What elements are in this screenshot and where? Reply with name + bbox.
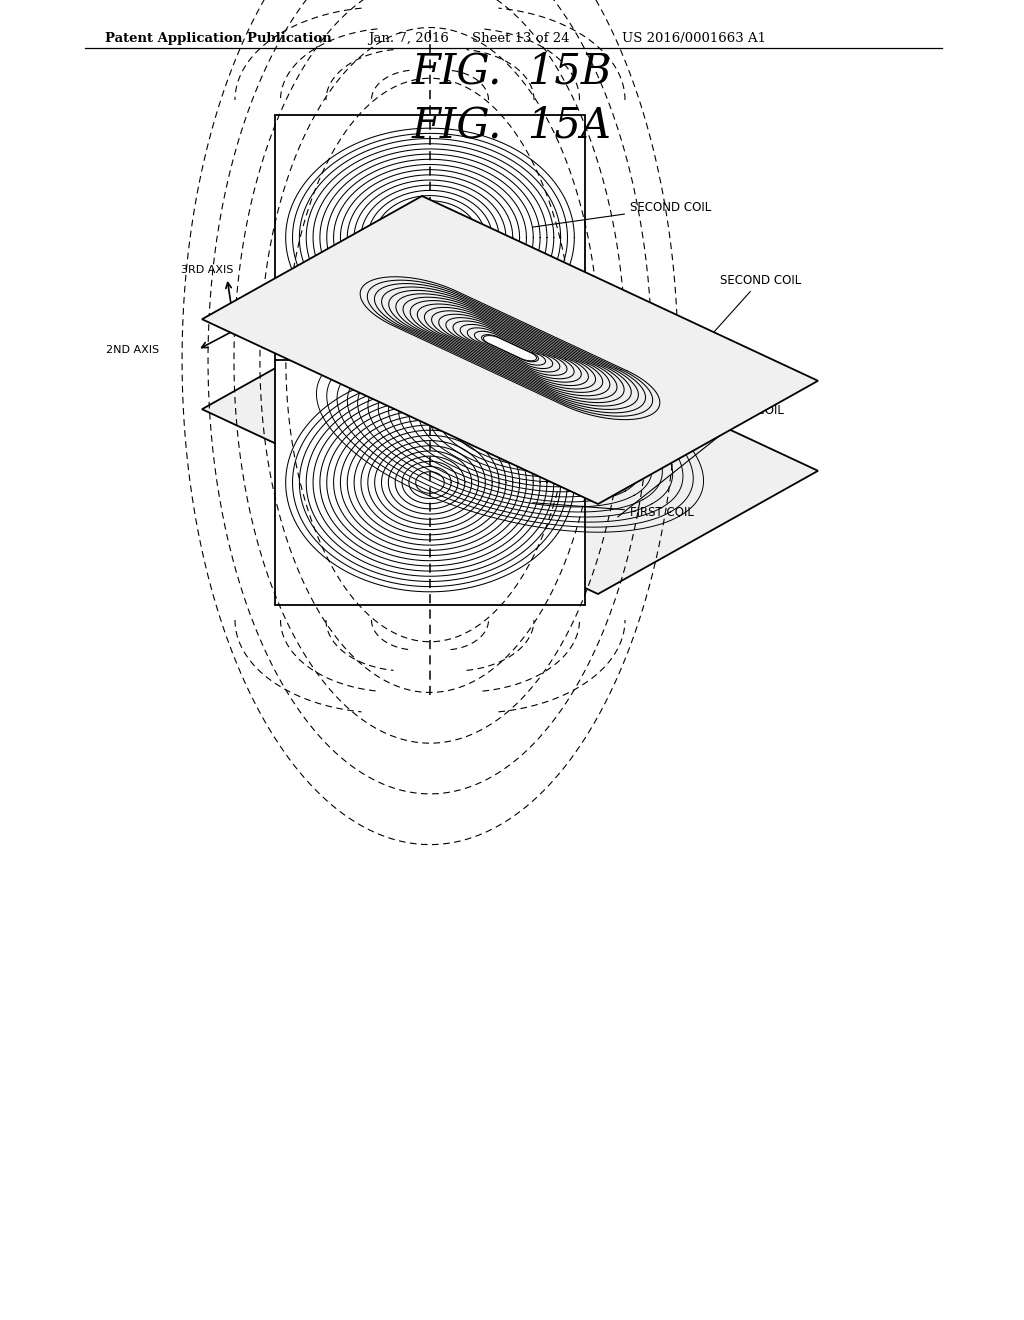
Text: US 2016/0001663 A1: US 2016/0001663 A1 [622,32,766,45]
Text: FIRST COIL: FIRST COIL [532,503,694,519]
Text: SECOND COIL: SECOND COIL [532,201,712,227]
Bar [275,115,585,605]
Text: FIG.  15B: FIG. 15B [412,50,612,92]
Polygon shape [202,286,818,594]
Text: FIRST COIL: FIRST COIL [617,404,784,517]
Polygon shape [483,335,537,360]
Text: SECOND COIL: SECOND COIL [686,273,801,363]
Text: Sheet 13 of 24: Sheet 13 of 24 [472,32,569,45]
Text: Jan. 7, 2016: Jan. 7, 2016 [368,32,449,45]
Text: FIG.  15A: FIG. 15A [412,106,612,147]
Text: Patent Application Publication: Patent Application Publication [105,32,332,45]
Text: 3RD AXIS: 3RD AXIS [181,265,233,275]
Text: 2ND AXIS: 2ND AXIS [106,345,160,355]
Polygon shape [494,429,526,445]
Polygon shape [202,195,818,504]
Text: 1ST AXIS: 1ST AXIS [310,345,360,355]
